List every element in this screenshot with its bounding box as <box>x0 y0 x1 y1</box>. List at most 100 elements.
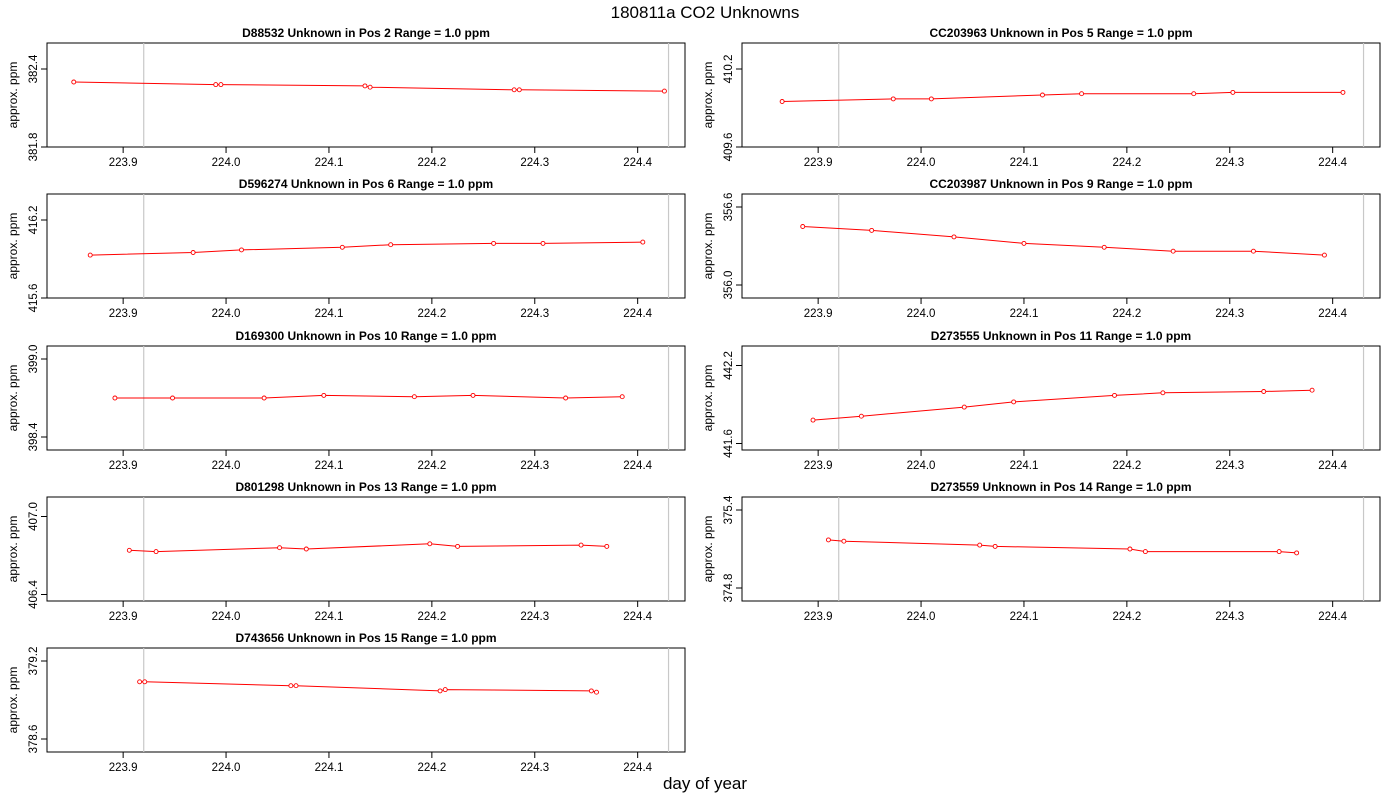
plot-frame <box>741 42 1381 148</box>
data-point <box>1276 549 1282 555</box>
x-tick-label: 224.0 <box>907 308 936 320</box>
x-tick-label: 224.3 <box>1215 308 1244 320</box>
y-tick-label: 407.0 <box>28 502 40 531</box>
plot-frame <box>46 345 686 451</box>
data-point <box>137 679 143 685</box>
data-point <box>277 545 283 551</box>
x-tick-label: 224.1 <box>315 611 344 623</box>
x-tick-label: 224.3 <box>520 157 549 169</box>
x-tick-label: 224.0 <box>907 157 936 169</box>
series-line <box>114 394 623 399</box>
y-tick-label: 378.6 <box>28 725 40 754</box>
panel-title: D169300 Unknown in Pos 10 Range = 1.0 pp… <box>235 329 496 343</box>
data-point <box>540 240 546 246</box>
data-point <box>961 404 967 410</box>
data-point <box>977 542 983 548</box>
data-point <box>594 689 599 695</box>
data-point <box>640 239 646 245</box>
x-tick-label: 224.2 <box>417 157 446 169</box>
y-tick-label: 410.2 <box>723 55 735 84</box>
x-tick-label: 224.1 <box>1010 157 1039 169</box>
panel-title: D88532 Unknown in Pos 2 Range = 1.0 ppm <box>242 26 490 40</box>
x-tick-label: 224.1 <box>1010 308 1039 320</box>
chart-panel-5: D169300 Unknown in Pos 10 Range = 1.0 pp… <box>6 329 686 472</box>
data-point <box>367 84 373 90</box>
data-point <box>619 394 625 400</box>
data-point <box>261 395 267 401</box>
chart-panel-3: D596274 Unknown in Pos 6 Range = 1.0 ppm… <box>6 177 686 320</box>
x-tick-label: 224.2 <box>1112 308 1141 320</box>
y-tick-label: 356.6 <box>723 193 735 222</box>
series-line <box>812 389 1313 421</box>
x-tick-label: 224.1 <box>315 308 344 320</box>
series-line <box>782 91 1343 102</box>
data-point <box>563 395 569 401</box>
panel-title: D743656 Unknown in Pos 15 Range = 1.0 pp… <box>235 631 496 645</box>
x-tick-label: 224.0 <box>212 762 241 774</box>
data-point <box>427 541 433 547</box>
data-point <box>213 82 219 88</box>
data-point <box>470 392 476 398</box>
data-point <box>1011 399 1017 405</box>
x-tick-label: 224.4 <box>1318 460 1347 472</box>
y-tick-label: 356.0 <box>723 271 735 300</box>
x-tick-label: 224.2 <box>417 308 446 320</box>
data-point <box>1170 248 1176 254</box>
x-tick-label: 224.2 <box>417 611 446 623</box>
data-point <box>890 96 896 102</box>
data-point <box>190 250 196 255</box>
plot-frame <box>46 496 686 602</box>
y-tick-label: 382.4 <box>28 54 40 83</box>
data-point <box>126 547 132 553</box>
y-axis-label: approx. ppm <box>701 213 715 280</box>
data-point <box>87 252 93 258</box>
series-line <box>828 539 1297 554</box>
data-point <box>437 688 443 694</box>
data-point <box>825 537 831 543</box>
chart-panel-8: D273559 Unknown in Pos 14 Range = 1.0 pp… <box>701 480 1381 623</box>
plot-frame <box>741 496 1381 602</box>
page-title: 180811a CO2 Unknowns <box>610 3 800 22</box>
y-axis-label: approx. ppm <box>701 516 715 583</box>
plot-frame <box>46 193 686 299</box>
data-point <box>1321 252 1327 258</box>
series-line <box>139 681 597 693</box>
data-point <box>604 543 610 549</box>
x-tick-label: 223.9 <box>804 611 833 623</box>
x-tick-label: 224.4 <box>623 157 652 169</box>
x-tick-label: 224.3 <box>1215 157 1244 169</box>
y-axis-label: approx. ppm <box>6 62 20 129</box>
plot-frame <box>46 42 686 148</box>
y-tick-label: 409.6 <box>723 133 735 162</box>
y-tick-label: 415.6 <box>28 284 40 313</box>
data-point <box>858 413 864 419</box>
data-point <box>1160 390 1166 396</box>
x-tick-label: 224.1 <box>315 762 344 774</box>
data-point <box>928 96 934 102</box>
data-point <box>1250 248 1256 254</box>
data-point <box>810 417 816 423</box>
x-tick-label: 224.4 <box>1318 157 1347 169</box>
data-point <box>239 247 244 253</box>
x-tick-label: 224.4 <box>623 611 652 623</box>
x-tick-label: 223.9 <box>109 157 138 169</box>
plot-frame <box>46 647 686 753</box>
panel-title: D273559 Unknown in Pos 14 Range = 1.0 pp… <box>930 480 1191 494</box>
x-tick-label: 224.1 <box>315 460 344 472</box>
data-point <box>661 88 667 94</box>
data-point <box>491 240 497 246</box>
data-point <box>516 87 522 93</box>
data-point <box>1309 387 1315 393</box>
x-tick-label: 224.0 <box>212 460 241 472</box>
data-point <box>411 394 417 400</box>
data-point <box>112 395 118 401</box>
y-tick-label: 375.4 <box>723 495 735 524</box>
data-point <box>1112 392 1117 398</box>
data-point <box>779 99 785 104</box>
data-point <box>578 542 584 548</box>
x-tick-label: 224.2 <box>1112 460 1141 472</box>
x-tick-label: 224.4 <box>1318 308 1347 320</box>
data-point <box>588 688 594 694</box>
panel-title: CC203987 Unknown in Pos 9 Range = 1.0 pp… <box>929 177 1192 191</box>
